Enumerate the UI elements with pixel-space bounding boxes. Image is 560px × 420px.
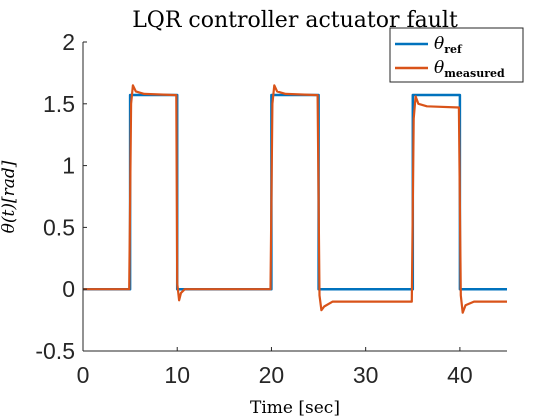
plot-area: 0 10 20 30 40 -0.500.511.52	[35, 29, 507, 388]
y-tick-label: 1.5	[43, 91, 75, 117]
y-tick-label: 1	[62, 153, 75, 179]
series-lines	[83, 84, 507, 314]
series-line-theta-measured	[83, 84, 507, 314]
x-tick-label: 20	[259, 362, 285, 388]
legend-box	[389, 27, 524, 83]
y-tick-label: 0	[62, 276, 75, 302]
y-tick-label: 2	[62, 29, 75, 55]
x-tick-label: 0	[77, 362, 90, 388]
y-tick-label: -0.5	[35, 338, 75, 364]
legend-label: θref	[434, 34, 463, 56]
y-ticks: -0.5 0 0.5 1 1.5 2	[35, 29, 87, 364]
x-tick-label: 30	[353, 362, 379, 388]
y-tick-label: 0.5	[43, 214, 75, 240]
legend-label: θmeasured	[434, 58, 505, 80]
x-tick-label: 40	[447, 362, 473, 388]
axes-frame	[82, 42, 507, 352]
x-tick-label: 10	[164, 362, 190, 388]
axes-box	[83, 42, 507, 351]
x-axis-label: Time [sec]	[250, 398, 340, 418]
y-axis-label: θ(t)[rad]	[0, 160, 19, 233]
x-ticks: 0 10 20 30 40	[77, 347, 473, 388]
